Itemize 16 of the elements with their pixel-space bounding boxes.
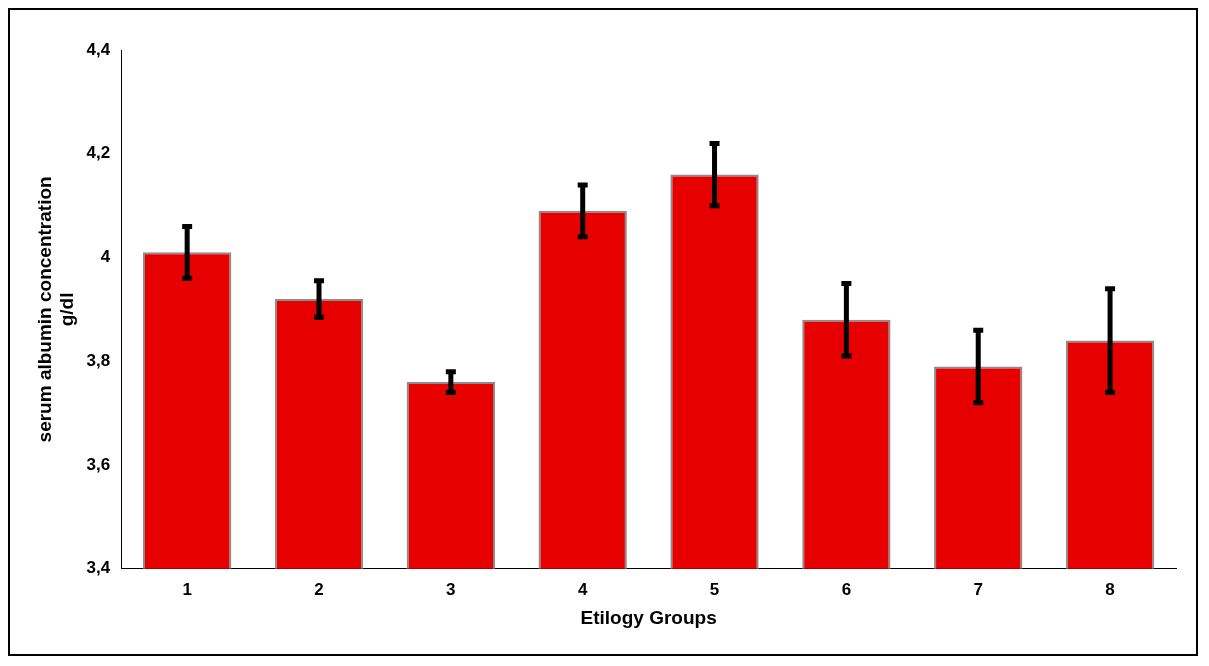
y-tick-label: 3,8 xyxy=(86,350,111,370)
x-tick-label: 2 xyxy=(314,579,324,599)
y-axis-title: serum albumin concentration g/dl xyxy=(33,176,78,443)
x-tick-label: 4 xyxy=(577,579,588,599)
y-tick-label: 4,2 xyxy=(86,143,111,163)
x-tick-label: 3 xyxy=(446,579,456,599)
x-tick-label: 7 xyxy=(973,579,983,599)
x-tick-label: 6 xyxy=(841,579,852,599)
y-tick-label: 3,4 xyxy=(86,558,111,578)
y-tick-label: 3,6 xyxy=(86,454,111,474)
x-tick-label: 1 xyxy=(182,579,192,599)
x-tick-label: 5 xyxy=(709,579,720,599)
x-tick-label: 8 xyxy=(1105,579,1115,599)
y-tick-label: 4,4 xyxy=(86,39,111,59)
y-tick-label: 4 xyxy=(100,247,111,267)
x-axis-title: Etilogy Groups xyxy=(580,606,717,628)
